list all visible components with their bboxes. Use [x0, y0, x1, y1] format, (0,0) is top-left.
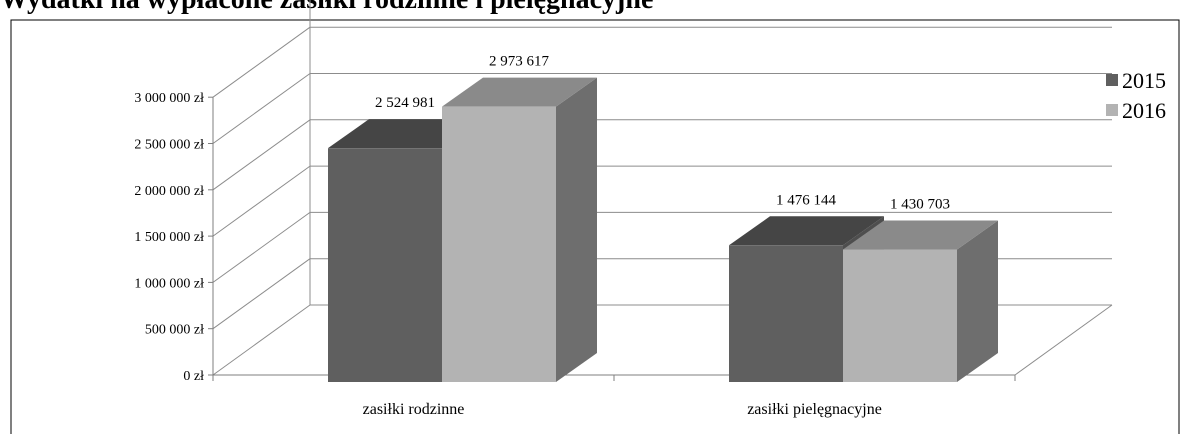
y-tick-label: 1 500 000 zł: [134, 230, 204, 245]
gridline-diagonal: [212, 165, 311, 237]
bar-side: [556, 77, 597, 382]
x-tick-label: zasiłki pielęgnacyjne: [747, 401, 882, 418]
chart-border: [10, 19, 1180, 434]
gridline-diagonal: [212, 211, 311, 283]
floor-right-edge: [1014, 304, 1113, 376]
y-tick-label: 500 000 zł: [145, 323, 204, 338]
y-tick-label: 0 zł: [183, 369, 204, 384]
gridline-diagonal: [212, 119, 311, 191]
gridline-diagonal: [212, 258, 311, 330]
legend-label-2016: 2016: [1122, 98, 1166, 123]
bar-front: [729, 245, 843, 382]
bar-2016-1: [843, 220, 998, 382]
bar-front: [442, 106, 556, 382]
y-tick-label: 3 000 000 zł: [134, 91, 204, 106]
legend-swatch-2015: [1106, 74, 1118, 86]
data-label: 1 430 703: [890, 197, 950, 213]
bar-side: [957, 220, 998, 382]
gridline-diagonal: [212, 26, 311, 98]
data-label: 1 476 144: [776, 192, 837, 208]
bar-front: [328, 148, 442, 382]
y-tick-label: 1 000 000 zł: [134, 276, 204, 291]
data-label: 2 973 617: [489, 54, 550, 70]
y-tick-label: 2 500 000 zł: [134, 138, 204, 153]
legend-label-2015: 2015: [1122, 68, 1166, 93]
bar-top: [442, 77, 597, 107]
gridline-diagonal: [212, 304, 311, 376]
bar-layer: [328, 77, 998, 382]
bar-top: [729, 216, 884, 246]
bar-2016-0: [442, 77, 597, 382]
label-layer: 2 524 981 2 973 617 1 476 144 1 430 703: [375, 54, 950, 213]
bar-front: [843, 249, 957, 382]
legend-swatch-2016: [1106, 104, 1118, 116]
gridline-diagonal: [212, 73, 311, 144]
bar-top: [843, 220, 998, 250]
legend: 2015 2016: [1106, 68, 1166, 123]
x-tick-label: zasiłki rodzinne: [363, 401, 465, 418]
chart-title: Wydatki na wypłacone zasiłki rodzinne i …: [0, 0, 653, 15]
data-label: 2 524 981: [375, 95, 435, 111]
y-tick-label: 2 000 000 zł: [134, 184, 204, 199]
